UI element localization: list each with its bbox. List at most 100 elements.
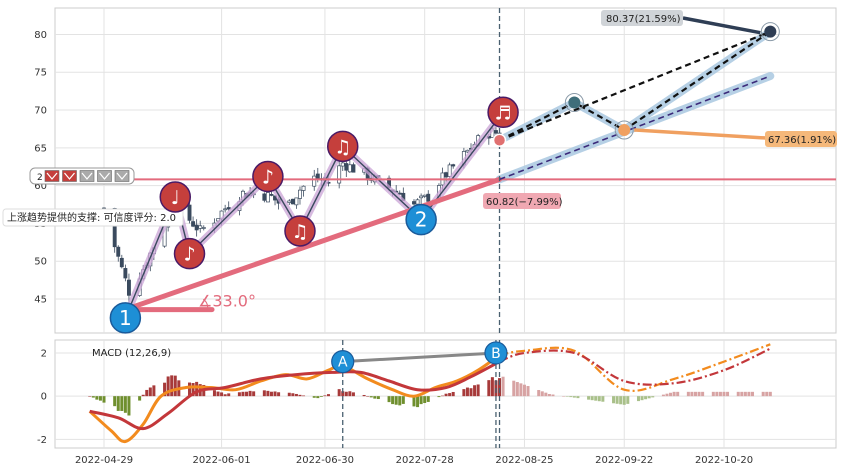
macd-hist-bar	[412, 396, 416, 407]
trend-line	[122, 176, 503, 313]
macd-hist-bar	[170, 375, 174, 397]
date-axis: 2022-04-29 2022-06-01 2022-06-30 2022-07-28…	[75, 455, 753, 466]
macd-hist-bar-forecast	[601, 396, 605, 402]
macd-hist-bar-forecast	[701, 391, 705, 397]
y-tick-label: 65	[34, 143, 47, 154]
x-tick-label: 2022-06-01	[193, 455, 251, 466]
candle-body	[262, 193, 267, 201]
macd-hist-bar-forecast	[626, 396, 630, 404]
macd-hist-bar	[298, 394, 302, 397]
candle-body	[412, 201, 416, 205]
macd-hist-bar-forecast	[565, 396, 569, 397]
macd-hist-bar	[419, 396, 423, 405]
macd-hist-bar	[373, 396, 377, 399]
pattern-badge-icon	[114, 170, 130, 182]
macd-hist-bar	[344, 391, 348, 397]
wave-marker	[173, 237, 206, 270]
macd-markers: AB	[331, 340, 508, 448]
macd-hist-bar-forecast	[522, 384, 526, 397]
candle-body	[312, 175, 317, 187]
forecast-paths	[492, 8, 780, 333]
macd-hist-bar-forecast	[612, 396, 616, 404]
macd-lines	[88, 343, 771, 444]
macd-hist-bar-forecast	[519, 383, 523, 397]
macd-panel: -202 AB MACD (12,26,9)	[37, 339, 837, 449]
wave-marker	[284, 215, 316, 247]
macd-marker	[331, 350, 355, 374]
wave-marker	[487, 96, 519, 129]
macd-hist-bar-forecast	[551, 394, 555, 397]
x-tick-label: 2022-06-30	[296, 455, 354, 466]
pattern-badge-icon	[62, 170, 77, 182]
macd-hist-bar	[416, 396, 420, 408]
candle-body	[123, 268, 128, 279]
macd-hist-bar-forecast	[743, 391, 747, 397]
macd-hist-bar	[241, 391, 245, 397]
wave-marker-label: ♬	[495, 102, 512, 124]
candle-body	[301, 185, 306, 191]
macd-hist-bar-forecast	[562, 396, 566, 397]
macd-hist-bar-forecast	[590, 396, 594, 401]
candle-body	[422, 194, 427, 197]
macd-hist-bar	[248, 390, 252, 397]
wave-marker-label: ♩	[171, 187, 180, 209]
candle-body	[194, 224, 199, 231]
macd-hist-bar	[437, 396, 441, 398]
forecast-node-ring	[614, 120, 634, 140]
candle-body	[426, 193, 431, 202]
candle-body	[347, 164, 352, 173]
candle-body	[344, 163, 349, 171]
macd-hist-bar	[116, 396, 120, 411]
macd-hist-bar-forecast	[761, 391, 765, 397]
macd-hist-bar	[166, 376, 170, 397]
macd-hist-bar-forecast	[594, 396, 598, 401]
candle-body	[119, 257, 124, 268]
macd-hist-bar-forecast	[619, 396, 623, 405]
macd-hist-bar-forecast	[747, 391, 751, 397]
candle-body	[223, 208, 228, 211]
macd-hist-bar-forecast	[661, 394, 665, 397]
macd-marker	[484, 341, 508, 365]
macd-hist-bar	[262, 390, 266, 397]
macd-hist-bar	[498, 378, 502, 397]
macd-hist-bar	[138, 396, 142, 401]
macd-hist-bar	[490, 377, 494, 397]
macd-hist-bar	[391, 396, 395, 405]
macd-hist-bar	[291, 393, 295, 397]
macd-hist-bar	[426, 396, 430, 402]
macd-hist-bar-forecast	[544, 392, 548, 397]
macd-hist-bar	[465, 387, 469, 397]
wave-marker	[159, 181, 192, 213]
macd-marker-link	[342, 351, 497, 364]
macd-hist-bar	[444, 393, 448, 397]
macd-hist-bar	[476, 384, 480, 397]
candle-body	[265, 192, 270, 203]
macd-hist-bar	[223, 394, 227, 397]
macd-hist-bar	[294, 393, 298, 397]
wave-marker-label: 2	[415, 208, 428, 232]
macd-hist-bar-forecast	[665, 393, 669, 397]
x-tick-label: 2022-07-28	[396, 455, 454, 466]
candle-body	[126, 279, 131, 296]
macd-hist-bar	[487, 380, 491, 397]
candle-body	[447, 164, 452, 177]
projection-box-mid	[765, 131, 837, 147]
macd-hist-bar-forecast	[718, 391, 722, 397]
candle-body	[269, 194, 274, 196]
projection-label-low: 60.82(−7.99%)	[486, 197, 563, 208]
candle-body	[187, 204, 192, 221]
macd-hist-bar	[326, 394, 330, 397]
macd-hist-bar	[394, 396, 398, 405]
macd-hist-bar	[366, 396, 370, 397]
macd-hist-bar	[341, 391, 345, 397]
macd-hist-bar	[195, 381, 199, 397]
macd-hist-bar-forecast	[515, 382, 519, 397]
macd-hist-bar-forecast	[587, 396, 591, 400]
y-tick-label: 60	[34, 181, 47, 192]
macd-hist-bar	[362, 394, 366, 397]
projection-label-mid: 67.36(1.91%)	[768, 135, 836, 146]
macd-hist-bar	[127, 396, 131, 416]
macd-hist-bar-forecast	[537, 390, 541, 397]
